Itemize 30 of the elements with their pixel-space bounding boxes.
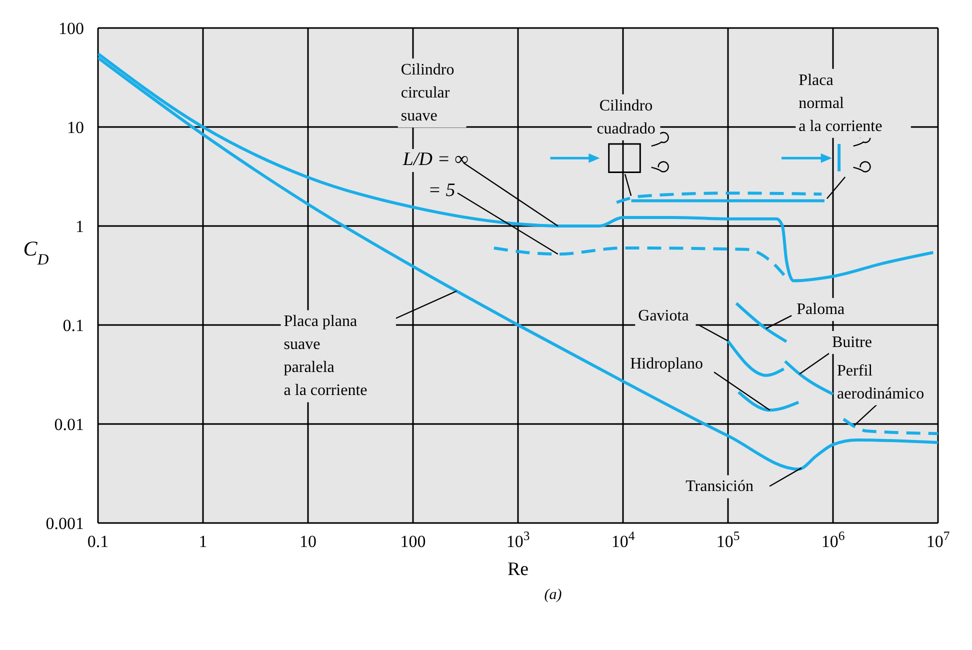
annotation: Paloma xyxy=(796,300,845,318)
annotation: Hidroplano xyxy=(630,356,703,373)
y-tick-label: 10 xyxy=(67,118,84,137)
annotation: Cilindro circular suave xyxy=(400,61,454,124)
annotation: Buitre xyxy=(832,334,872,351)
y-tick-label: 0.001 xyxy=(46,514,84,533)
annotation: = 5 xyxy=(428,180,456,202)
x-tick-label: 10 xyxy=(300,532,316,551)
y-tick-label: 100 xyxy=(58,19,84,38)
y-tick-label: 0.1 xyxy=(62,316,84,335)
text: (a) xyxy=(543,587,563,604)
x-axis-title: Re xyxy=(507,559,529,580)
annotation: Transición xyxy=(686,478,754,496)
annotation: Perfil aerodinámico xyxy=(837,362,924,402)
x-tick-label: 10$^{6}$ xyxy=(821,529,845,551)
y-tick-label: 1 xyxy=(76,217,84,236)
x-tick-label: 1 xyxy=(198,532,208,551)
x-tick-label: 100 xyxy=(400,532,426,551)
annotation: Placa plana suave paralela a la corriente xyxy=(284,313,368,400)
x-tick-label: 10$^{5}$ xyxy=(716,529,740,551)
x-tick-label: 10$^{3}$ xyxy=(506,529,530,551)
annotation: Gaviota xyxy=(638,308,689,325)
x-tick-label: 10$^{7}$ xyxy=(926,529,950,551)
annotation: Cilindro cuadrado xyxy=(596,97,656,138)
y-axis-title: C$_{D}$ xyxy=(23,236,50,268)
x-tick-label: 10$^{4}$ xyxy=(611,529,636,551)
annotation: Placa normal a la corriente xyxy=(798,72,882,135)
y-tick-label: 0.01 xyxy=(54,415,84,434)
x-tick-label: 0.1 xyxy=(87,532,109,551)
annotation: L/D = ∞ xyxy=(402,149,468,170)
